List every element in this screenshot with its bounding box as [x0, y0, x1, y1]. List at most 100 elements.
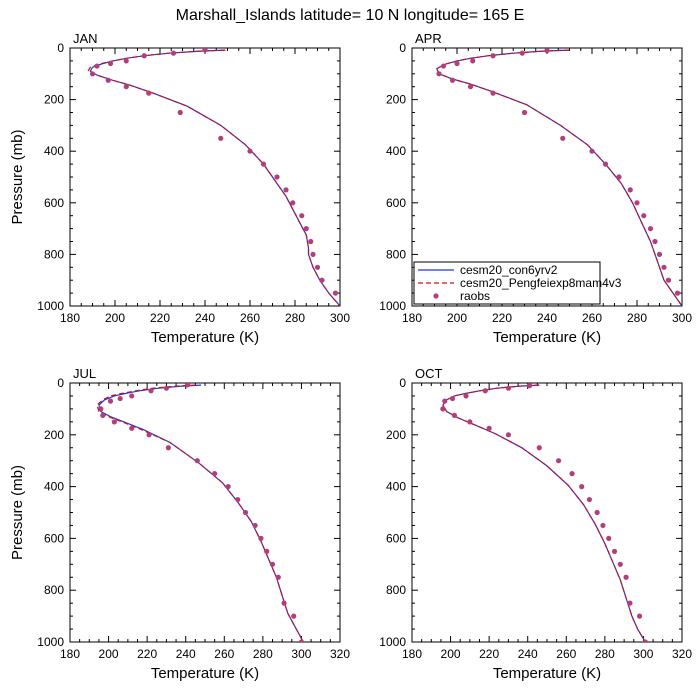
- y-axis-label: Pressure (mb): [9, 465, 26, 560]
- raobs-point: [467, 419, 473, 425]
- y-tick-label: 1000: [37, 635, 64, 649]
- raobs-point: [308, 238, 314, 245]
- raobs-point: [627, 600, 633, 606]
- x-tick-label: 180: [60, 311, 80, 325]
- raobs-point: [303, 226, 309, 232]
- raobs-point: [247, 148, 253, 154]
- raobs-point: [281, 600, 287, 606]
- raobs-point: [100, 412, 106, 418]
- plot-frame: [411, 382, 683, 643]
- panel-label: OCT: [415, 366, 443, 381]
- raobs-point: [146, 432, 152, 438]
- panel-apr: APR 180 200 220 240 260 280 300 0 200 400 600 800 100…: [379, 31, 692, 346]
- y-tick-label: 800: [44, 583, 64, 597]
- x-tick-label: 240: [518, 647, 538, 661]
- y-tick-label: 800: [44, 247, 64, 261]
- raobs-point: [242, 509, 249, 516]
- raobs-point: [129, 425, 135, 431]
- raobs-point: [111, 419, 117, 425]
- x-tick-label: 180: [402, 647, 422, 661]
- raobs-point: [440, 406, 446, 412]
- raobs-point: [218, 135, 224, 141]
- raobs-point: [634, 200, 640, 206]
- raobs-point: [616, 174, 622, 180]
- raobs-point: [264, 548, 270, 554]
- y-tick-label: 400: [386, 144, 406, 158]
- raobs-point: [656, 251, 663, 257]
- raobs-point: [107, 60, 114, 67]
- raobs-point: [310, 251, 316, 257]
- raobs-point: [442, 398, 448, 404]
- raobs-point: [235, 496, 241, 503]
- panel-jan: JAN 180 200 220 240 260 280 300 0 200 400 600 800 100…: [9, 31, 350, 346]
- x-axis-label: Temperature (K): [151, 329, 259, 346]
- raobs-point: [617, 561, 623, 567]
- raobs-point: [606, 535, 612, 542]
- raobs-point: [212, 471, 218, 477]
- raobs-point: [269, 561, 276, 567]
- y-tick-label: 600: [386, 196, 406, 210]
- y-tick-label: 400: [44, 144, 64, 158]
- y-tick-label: 600: [386, 531, 406, 545]
- y-tick-label: 0: [399, 41, 406, 55]
- y-tick-label: 400: [44, 480, 64, 494]
- raobs-point: [170, 50, 177, 56]
- raobs-point: [202, 48, 208, 53]
- raobs-point: [146, 90, 152, 96]
- raobs-point: [569, 471, 575, 477]
- data-area: [96, 383, 305, 642]
- x-tick-label: 220: [492, 311, 512, 325]
- panel-oct: OCT 180 200 220 240 260 280 300 320 0 200 400 600 800…: [379, 366, 692, 682]
- figure-title: Marshall_Islands latitude= 10 N longitud…: [176, 7, 525, 24]
- raobs-point: [298, 639, 305, 642]
- panel-label: JAN: [73, 31, 98, 46]
- raobs-point: [555, 458, 562, 464]
- raobs-point: [148, 388, 154, 394]
- y-tick-label: 800: [386, 247, 406, 261]
- x-tick-label: 220: [479, 647, 499, 661]
- raobs-point: [129, 393, 135, 399]
- raobs-point: [258, 535, 264, 542]
- raobs-point: [123, 58, 129, 64]
- legend-marker: [433, 293, 439, 299]
- raobs-point: [177, 109, 183, 116]
- raobs-point: [611, 548, 618, 554]
- raobs-point: [319, 277, 325, 283]
- y-axis-label: Pressure (mb): [9, 129, 26, 224]
- raobs-point: [661, 264, 667, 270]
- raobs-point: [519, 50, 525, 56]
- raobs-point: [589, 148, 595, 154]
- x-tick-label: 300: [330, 311, 350, 325]
- raobs-point: [470, 58, 476, 64]
- panel-label: APR: [415, 31, 442, 46]
- x-tick-label: 260: [214, 647, 234, 661]
- x-tick-label: 220: [137, 647, 157, 661]
- raobs-point: [299, 213, 305, 219]
- x-tick-label: 320: [672, 647, 692, 661]
- raobs-point: [117, 395, 123, 402]
- raobs-point: [105, 77, 111, 83]
- raobs-point: [89, 71, 96, 77]
- x-tick-label: 280: [627, 311, 647, 325]
- raobs-point: [260, 161, 267, 167]
- series-line-cesm20-pengfeiexp8mam4v3: [96, 384, 304, 642]
- raobs-point: [505, 432, 512, 438]
- x-tick-label: 300: [291, 647, 311, 661]
- raobs-point: [627, 187, 633, 193]
- x-tick-label: 280: [285, 311, 305, 325]
- x-tick-label: 280: [595, 647, 615, 661]
- legend-label: cesm20_Pengfeiexp8mam4v3: [460, 276, 622, 290]
- x-tick-label: 320: [330, 647, 350, 661]
- series-line-cesm20-pengfeiexp8mam4v3: [87, 49, 340, 306]
- raobs-point: [536, 445, 542, 451]
- x-tick-label: 260: [582, 311, 602, 325]
- panel-label: JUL: [73, 366, 96, 381]
- data-area: [436, 48, 682, 306]
- raobs-point: [185, 383, 191, 388]
- raobs-point: [274, 174, 280, 180]
- y-tick-label: 200: [386, 93, 406, 107]
- plot-frame: [69, 382, 341, 643]
- raobs-point: [647, 226, 654, 232]
- raobs-point: [636, 613, 643, 619]
